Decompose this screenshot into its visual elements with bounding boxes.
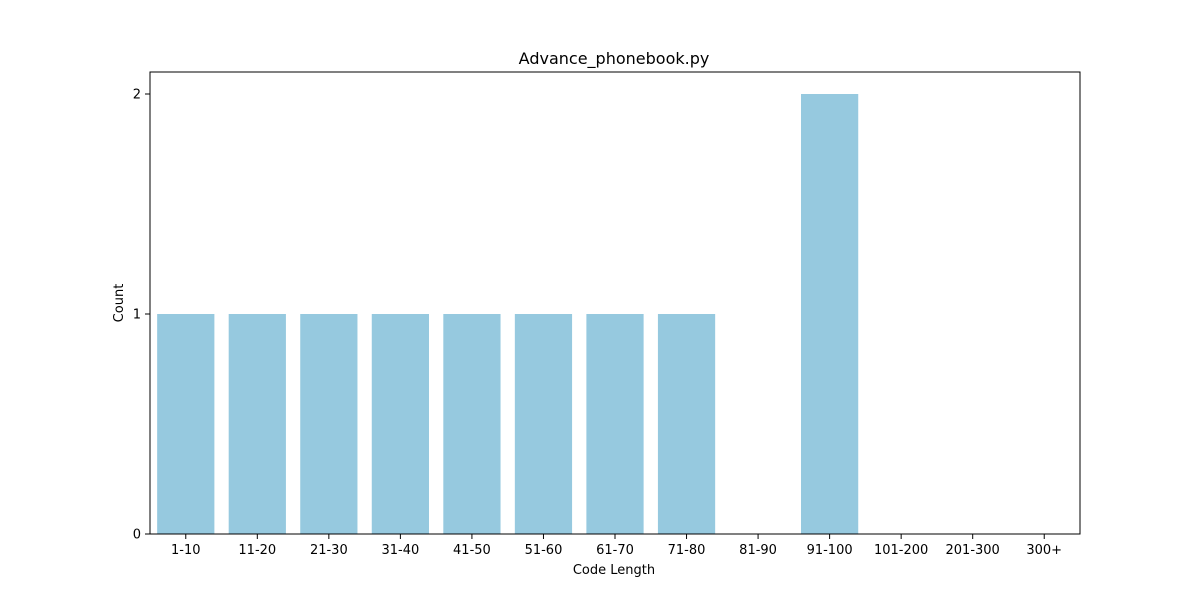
bar-91-100: [801, 94, 859, 534]
bar-21-30: [300, 314, 358, 534]
x-tick-label: 201-300: [946, 543, 1000, 558]
bar-11-20: [228, 314, 286, 534]
bar-51-60: [514, 314, 573, 534]
bar-1-10: [157, 314, 215, 534]
bars-layer: [157, 94, 859, 534]
bar-71-80: [657, 314, 716, 534]
x-axis-title: Code Length: [573, 563, 655, 578]
x-tick-label: 11-20: [238, 543, 276, 558]
x-tick-label: 41-50: [453, 543, 491, 558]
bar-61-70: [586, 314, 644, 534]
x-tick-label: 1-10: [171, 543, 201, 558]
x-tick-label: 71-80: [668, 543, 706, 558]
y-tick-label: 2: [133, 88, 141, 103]
bar-31-40: [371, 314, 429, 534]
y-axis: 0 1 2: [133, 88, 150, 543]
x-tick-label: 31-40: [381, 543, 419, 558]
x-tick-label: 61-70: [596, 543, 634, 558]
y-tick-label: 0: [133, 528, 141, 543]
x-tick-label: 51-60: [525, 543, 563, 558]
y-tick-label: 1: [133, 308, 141, 323]
x-tick-label: 81-90: [739, 543, 777, 558]
x-tick-label: 91-100: [807, 543, 853, 558]
bar-41-50: [443, 314, 501, 534]
y-axis-title: Count: [112, 284, 127, 323]
x-tick-label: 300+: [1026, 543, 1062, 558]
chart-title: Advance_phonebook.py: [519, 49, 710, 69]
x-axis: 1-10 11-20 21-30 31-40 41-50 51-60 61-70 71-80 8…: [171, 534, 1062, 558]
x-tick-label: 21-30: [310, 543, 348, 558]
x-tick-label: 101-200: [874, 543, 928, 558]
